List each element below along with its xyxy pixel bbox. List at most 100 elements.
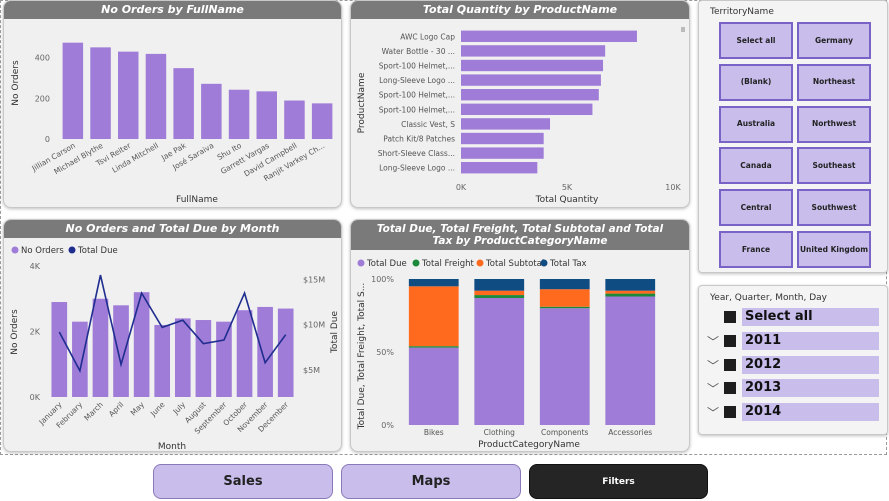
y-tick-label: 0% (381, 421, 394, 430)
bar (51, 302, 68, 397)
date-item-2012[interactable]: ﹀ 2012 (705, 356, 879, 374)
stack-segment (408, 346, 459, 348)
totals-by-category-chart[interactable]: Total Due Total Freight Total Subtotal Tota… (351, 251, 690, 452)
chevron-down-icon[interactable]: ﹀ (706, 358, 719, 373)
y-tick-label: 50% (376, 348, 394, 357)
territory-button[interactable]: Canada (719, 147, 793, 185)
sales-button[interactable]: Sales (153, 464, 333, 499)
bar (277, 308, 294, 397)
bar (461, 30, 637, 42)
x-tick-label: Components (541, 428, 589, 437)
bar (311, 103, 333, 139)
y2-tick-label: $5M (303, 366, 320, 375)
y-tick-label: Sport-100 Helmet,... (379, 105, 455, 114)
date-item-select-all[interactable]: Select all (705, 308, 879, 326)
territory-slicer: TerritoryName Select all Germany (Blank) No… (698, 0, 888, 273)
territory-button[interactable]: Southwest (797, 189, 871, 227)
x-tick-label: 5K (562, 183, 573, 192)
y-tick-label: 0K (30, 393, 41, 402)
checkbox-icon[interactable] (724, 335, 736, 347)
y-tick-label: 200 (35, 94, 50, 103)
maps-button[interactable]: Maps (341, 464, 521, 499)
y-tick-label: 2K (30, 328, 41, 337)
chevron-down-icon[interactable]: ﹀ (706, 405, 719, 420)
y-tick-label: Sport-100 Helmet,... (379, 62, 455, 71)
y-tick-label: Water Bottle - 30 ... (382, 47, 455, 56)
legend-marker (11, 246, 19, 254)
stack-segment (474, 295, 525, 298)
territory-button[interactable]: Germany (797, 22, 871, 59)
date-item-2011[interactable]: ﹀ 2011 (705, 332, 879, 350)
y-tick-label: 0 (45, 135, 50, 144)
bar (461, 132, 544, 145)
bar (118, 51, 139, 139)
y-tick-label: 100% (371, 275, 394, 284)
y-tick-label: Classic Vest, S (401, 120, 455, 129)
bar (461, 118, 551, 130)
checkbox-icon[interactable] (724, 311, 736, 323)
qty-by-product-chart[interactable]: AWC Logo Cap Water Bottle - 30 ... Sport-1… (351, 19, 690, 208)
bar (72, 321, 88, 397)
legend-label: Total Due (77, 246, 118, 256)
x-axis-title: Total Quantity (535, 195, 599, 205)
territory-button[interactable]: Southeast (797, 147, 871, 185)
bar (216, 321, 232, 397)
stack-segment (408, 286, 459, 347)
y-axis-title: No Orders (10, 309, 20, 355)
bar (195, 320, 212, 397)
bar (461, 45, 606, 57)
territory-button[interactable]: United Kingdom (797, 231, 871, 268)
checkbox-icon[interactable] (724, 359, 736, 371)
orders-due-by-month-chart[interactable]: No Orders Total Due 4K 2K 0K $15M $10M $5M No Or… (4, 238, 342, 452)
x-axis-title: FullName (176, 195, 218, 205)
legend-marker (68, 246, 76, 254)
y-tick-label: 4K (30, 262, 41, 271)
filters-button[interactable]: Filters (529, 464, 708, 499)
x-tick-label: 0K (456, 183, 467, 192)
qty-by-product-title: Total Quantity by ProductName (351, 1, 689, 19)
y-tick-label: 400 (35, 54, 50, 63)
stack-segment (539, 306, 590, 309)
checkbox-icon[interactable] (724, 382, 736, 394)
territory-button[interactable]: France (719, 231, 793, 268)
bar (90, 47, 111, 140)
bar (145, 53, 167, 139)
bar (228, 89, 250, 139)
x-tick-label: Bikes (424, 428, 444, 437)
chevron-down-icon[interactable]: ﹀ (706, 334, 719, 349)
territory-button[interactable]: Northeast (797, 63, 871, 101)
bar (461, 74, 601, 86)
qty-by-product-card[interactable]: Total Quantity by ProductName AWC Logo C… (350, 0, 690, 208)
x-tick-label: March (82, 400, 105, 423)
stack-segment (408, 279, 459, 287)
x-tick-label: 10K (665, 183, 681, 192)
bar (174, 318, 191, 397)
stack-segment (539, 289, 590, 307)
legend-marker (412, 259, 420, 267)
chevron-down-icon[interactable]: ﹀ (706, 381, 719, 396)
date-item-label: 2013 (742, 379, 879, 397)
territory-button[interactable]: Australia (719, 105, 793, 143)
date-slicer: Year, Quarter, Month, Day Select all ﹀ 2… (698, 285, 888, 435)
y-axis-title: Total Due, Total Freight, Total S... (357, 283, 367, 431)
bar (461, 162, 538, 174)
territory-button[interactable]: Central (719, 189, 793, 227)
bar (236, 310, 253, 397)
stack-segment (474, 279, 525, 291)
bar (461, 59, 604, 72)
territory-button[interactable]: Select all (719, 22, 793, 59)
territory-button[interactable]: Northwest (797, 105, 871, 143)
territory-button[interactable]: (Blank) (719, 63, 793, 101)
stack-segment (408, 347, 459, 425)
totals-by-category-card[interactable]: Total Due, Total Freight, Total Subtotal… (350, 219, 690, 452)
checkbox-icon[interactable] (724, 406, 736, 418)
date-item-2013[interactable]: ﹀ 2013 (705, 379, 879, 397)
legend-label: Total Tax (549, 259, 587, 269)
date-item-2014[interactable]: ﹀ 2014 (705, 403, 879, 421)
orders-by-name-card[interactable]: No Orders by FullName 400 200 0 No Orders Ji… (3, 0, 342, 208)
stack-segment (539, 279, 590, 290)
orders-due-by-month-card[interactable]: No Orders and Total Due by Month No Orde… (3, 219, 342, 452)
x-axis-title: Month (158, 442, 186, 452)
totals-by-category-title: Total Due, Total Freight, Total Subtotal… (351, 220, 689, 250)
